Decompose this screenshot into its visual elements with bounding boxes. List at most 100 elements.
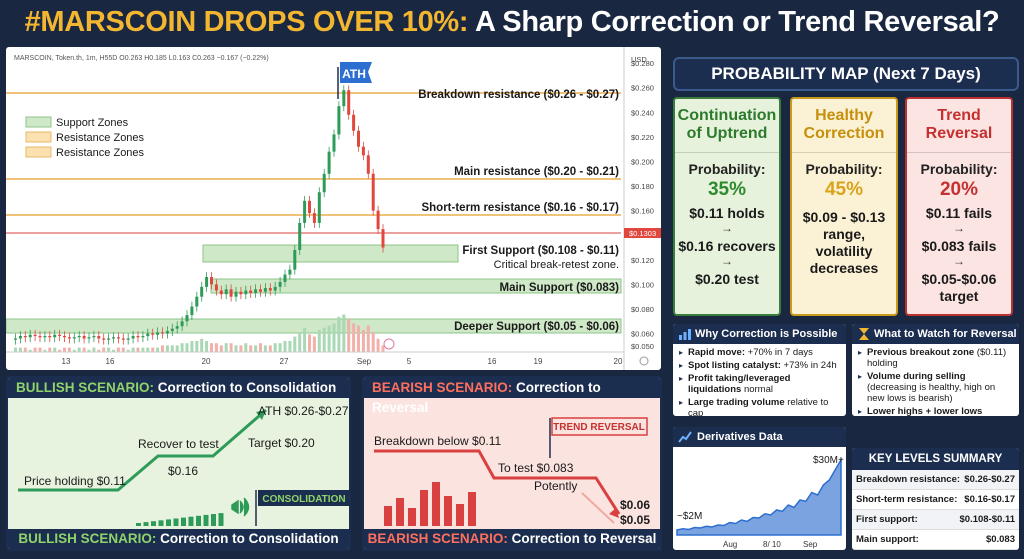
card-healthy-line-1: $0.09 - $0.13: [802, 209, 886, 225]
volume-bar: [43, 349, 47, 352]
volume-bar: [200, 338, 204, 352]
bearish-bar: [432, 482, 440, 526]
candle: [175, 326, 179, 329]
bearish-step-2: To test $0.083: [498, 461, 574, 475]
consolidation-bar: [151, 521, 156, 526]
reversal-flag: [551, 417, 648, 436]
arrow-down-icon: [609, 508, 619, 518]
candle: [14, 338, 17, 340]
list-item: Volume during selling (decreasing is hea…: [858, 371, 1013, 404]
card-healthy-label: Probability:: [805, 161, 883, 177]
volume-bar: [273, 343, 277, 352]
volume-bar: [381, 345, 385, 352]
volume-bar: [107, 347, 111, 352]
label-main-support: Main Support ($0.083): [500, 282, 620, 294]
label-first-support: First Support ($0.108 - $0.11): [462, 245, 619, 257]
volume-bar: [308, 334, 311, 352]
volume-bar: [23, 347, 27, 352]
bearish-bar: [396, 498, 404, 526]
arrow-up-icon: [256, 410, 266, 420]
volume-bar: [190, 341, 194, 352]
consolidation-bar: [173, 518, 179, 526]
candle: [205, 277, 209, 287]
card-healthy-title: Healthy Correction: [792, 107, 896, 153]
candle: [371, 173, 375, 211]
bearish-bar: [444, 496, 452, 526]
volume-bar: [317, 330, 321, 352]
y-tick-label: $0.080: [631, 305, 654, 314]
table-row: First support: $0.108-$0.11: [852, 510, 1019, 530]
volume-bar: [219, 345, 223, 352]
x-tick-label: 20: [614, 357, 623, 366]
why-correction-box: Why Correction is Possible Rapid move: +…: [673, 324, 846, 416]
volume-bar: [126, 349, 130, 352]
candle: [156, 332, 160, 335]
candle: [97, 336, 101, 339]
volume-bar: [63, 347, 66, 352]
key-levels-table: Breakdown resistance: $0.26-$0.27 Short-t…: [852, 470, 1019, 550]
card-healthy-line-3: volatility: [815, 243, 873, 259]
candle: [107, 338, 111, 340]
card-healthy-value: 45%: [824, 179, 864, 200]
candle: [283, 274, 287, 282]
volume-bar: [229, 343, 233, 352]
volume-bar: [224, 343, 228, 352]
volume-bar: [102, 347, 106, 352]
candle: [268, 288, 272, 291]
bullish-step-1: Price holding $0.11: [24, 474, 126, 488]
consolidation-bars: [136, 513, 224, 526]
y-ticks: $0.050$0.060$0.080$0.100$0.120$0.140$0.1…: [631, 59, 654, 351]
card-healthy-line-2: range,: [822, 226, 865, 242]
legend-resistance: Resistance Zones: [56, 132, 145, 144]
first-support-zone: [202, 244, 459, 263]
legend-support: Support Zones: [56, 117, 129, 129]
y-tick-label: $0.180: [631, 182, 654, 191]
candle: [92, 336, 96, 338]
bearish-path: [374, 449, 621, 515]
volume-bar: [77, 347, 81, 352]
volume-bar: [141, 347, 145, 352]
candle: [249, 290, 253, 293]
candle: [63, 336, 66, 338]
headline-part2: A Sharp Correction or Trend Reversal?: [474, 6, 1000, 38]
headline-part1: #MARSCOIN DROPS OVER 10%:: [24, 6, 469, 38]
list-item: Spot listing catalyst: +73% in 24h: [679, 360, 840, 371]
volume-bar: [239, 345, 243, 352]
legend-resistance-swatch: [25, 131, 52, 143]
probability-map-header: PROBABILITY MAP (Next 7 Days): [673, 57, 1019, 91]
volume-bar: [33, 347, 37, 352]
candle: [87, 337, 91, 339]
card-reversal-line-3: $0.05-$0.06: [921, 271, 997, 287]
volume-bar: [14, 347, 17, 352]
candle: [234, 291, 238, 297]
y-tick-label: $0.160: [631, 207, 654, 216]
candles: [14, 85, 385, 345]
y-tick-label: $0.280: [631, 59, 654, 68]
card-continuation-title: Continuation of Uptrend: [675, 107, 779, 153]
bearish-footer: BEARISH SCENARIO: Correction to Reversal: [364, 529, 660, 549]
chart-settings-icon[interactable]: [639, 356, 649, 366]
volume-bar: [303, 327, 307, 352]
bearish-fade-path: [581, 492, 615, 524]
volume-speaker-icon: [231, 497, 250, 517]
candle: [23, 336, 27, 338]
volume-bar: [131, 347, 135, 352]
consolidation-bar: [196, 515, 201, 526]
consolidation-bar: [188, 516, 194, 526]
price-badge-text: $0.1303: [629, 229, 656, 238]
candle: [136, 336, 140, 338]
candle: [18, 336, 22, 339]
volume-bar: [87, 349, 91, 352]
bullish-step-2: Recover to test: [138, 437, 219, 451]
candle: [357, 130, 360, 147]
key-levels-box: KEY LEVELS SUMMARY Breakdown resistance:…: [852, 448, 1019, 550]
volume-bar: [92, 347, 96, 352]
y-tick-label: $0.060: [631, 330, 654, 339]
volume-bar: [156, 347, 160, 352]
candle: [259, 289, 262, 292]
volume-bar: [352, 323, 356, 352]
event-marker-icon[interactable]: [383, 338, 395, 350]
key-levels-title: KEY LEVELS SUMMARY: [852, 448, 1019, 470]
card-reversal-title: Trend Reversal: [907, 107, 1011, 153]
bullish-path: [18, 408, 267, 492]
